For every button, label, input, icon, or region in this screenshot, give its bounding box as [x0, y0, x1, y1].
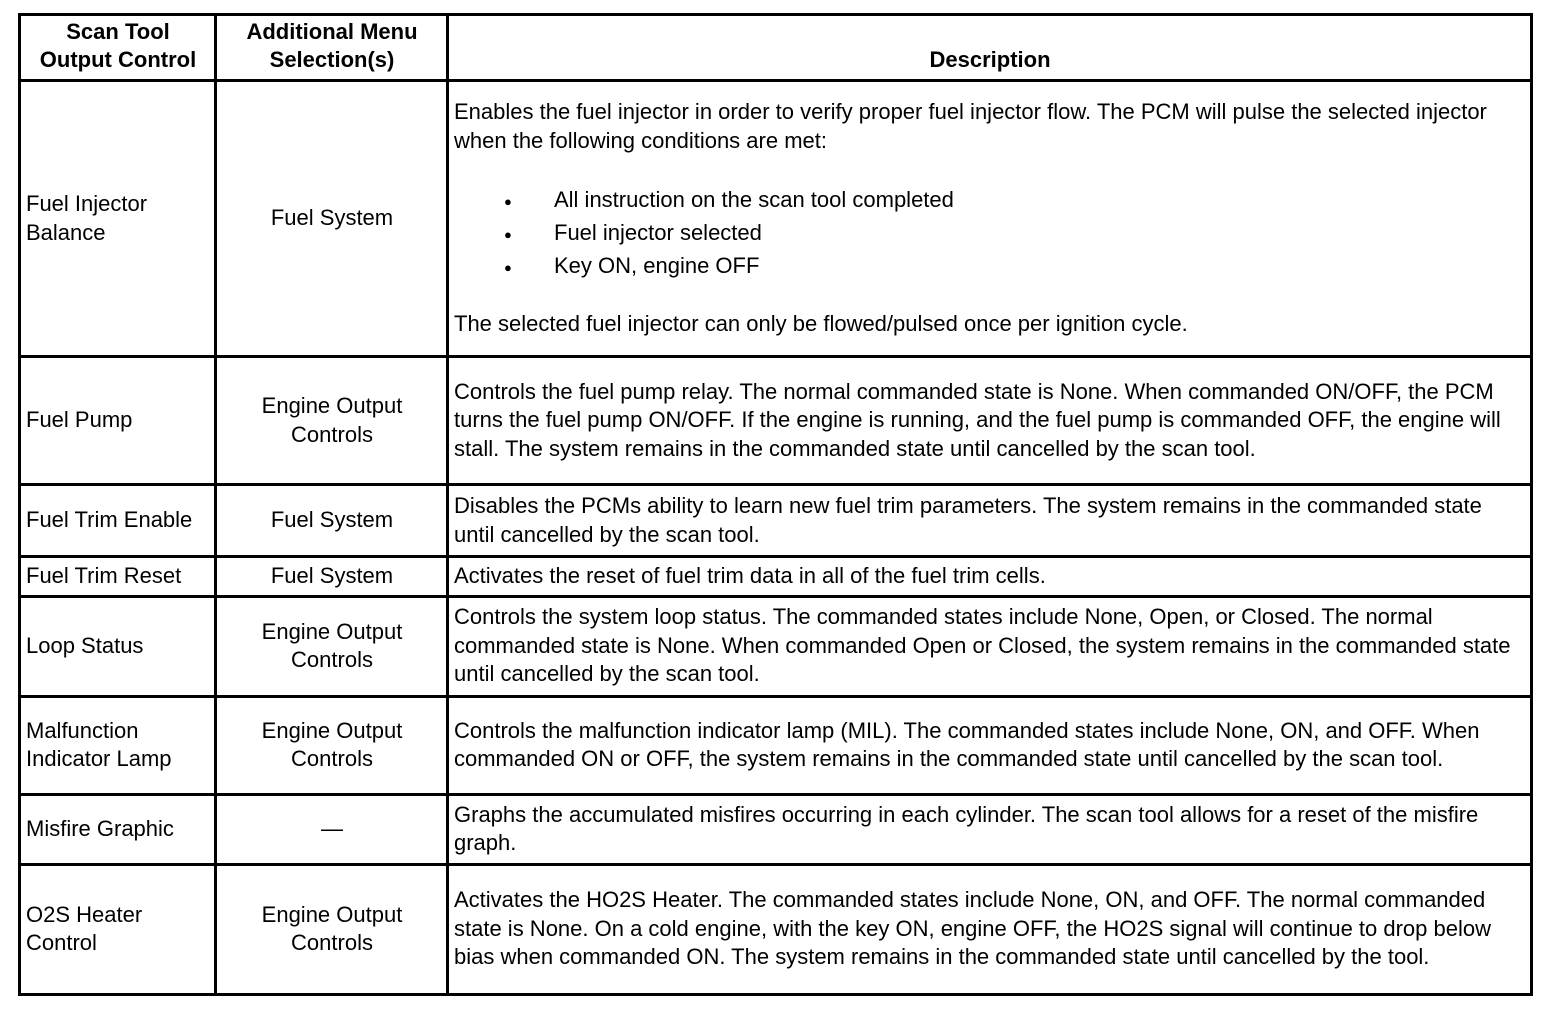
header-line: Scan Tool	[66, 18, 170, 44]
bullet-icon: ●	[504, 260, 512, 276]
header-line: Additional Menu	[246, 18, 418, 44]
description-text: Controls the fuel pump relay. The normal…	[454, 378, 1501, 461]
control-cell: Loop Status	[18, 594, 217, 698]
description-cell: Activates the HO2S Heater. The commanded…	[446, 862, 1533, 996]
table-row: Misfire Graphic — Graphs the accumulated…	[18, 792, 1533, 866]
description-text: Controls the system loop status. The com…	[454, 604, 1511, 687]
description-cell: Disables the PCMs ability to learn new f…	[446, 483, 1533, 558]
bullet-icon: ●	[504, 227, 512, 243]
control-cell: Fuel Pump	[18, 355, 217, 486]
table-row: Fuel Trim Reset Fuel System Activates th…	[18, 555, 1533, 598]
description-cell: Controls the system loop status. The com…	[446, 594, 1533, 698]
control-cell: O2S Heater Control	[18, 862, 217, 996]
table-row: Loop Status Engine Output Controls Contr…	[18, 594, 1533, 698]
scan-tool-output-controls-table: Scan Tool Output Control Additional Menu S…	[18, 13, 1533, 996]
header-line: Selection(s)	[269, 47, 395, 73]
table-row: O2S Heater Control Engine Output Control…	[18, 862, 1533, 996]
description-text: Enables the fuel injector in order to ve…	[454, 99, 1487, 153]
menu-cell: Fuel System	[214, 79, 449, 358]
description-cell: Enables the fuel injector in order to ve…	[446, 79, 1533, 358]
control-cell: Misfire Graphic	[18, 792, 217, 866]
list-item: ● Key ON, engine OFF	[454, 249, 1526, 282]
table-row: Fuel Injector Balance Fuel System Enable…	[18, 79, 1533, 358]
bullet-icon: ●	[504, 194, 512, 210]
list-item: ● Fuel injector selected	[454, 216, 1526, 249]
description-cell: Graphs the accumulated misfires occurrin…	[446, 792, 1533, 866]
menu-cell: —	[214, 792, 449, 866]
control-cell: Fuel Trim Enable	[18, 483, 217, 558]
table-row: Malfunction Indicator Lamp Engine Output…	[18, 694, 1533, 796]
description-text: Disables the PCMs ability to learn new f…	[454, 492, 1482, 547]
description-text: Graphs the accumulated misfires occurrin…	[454, 801, 1479, 856]
menu-cell: Engine Output Controls	[214, 694, 449, 796]
description-cell: Controls the fuel pump relay. The normal…	[446, 355, 1533, 486]
control-cell: Fuel Trim Reset	[18, 555, 217, 598]
description-cell: Activates the reset of fuel trim data in…	[446, 555, 1533, 598]
menu-cell: Fuel System	[214, 483, 449, 558]
header-row: Scan Tool Output Control Additional Menu S…	[18, 13, 1533, 82]
list-item-text: Key ON, engine OFF	[554, 253, 760, 279]
description-text: Controls the malfunction indicator lamp …	[454, 717, 1480, 772]
description-text: Activates the reset of fuel trim data in…	[454, 563, 1046, 588]
menu-cell: Engine Output Controls	[214, 355, 449, 486]
header-description: Description	[446, 13, 1533, 82]
control-cell: Malfunction Indicator Lamp	[18, 694, 217, 796]
conditions-list: ● All instruction on the scan tool comple…	[454, 183, 1526, 282]
menu-cell: Fuel System	[214, 555, 449, 598]
control-cell: Fuel Injector Balance	[18, 79, 217, 358]
description-note: The selected fuel injector can only be f…	[454, 311, 1188, 337]
description-text: Activates the HO2S Heater. The commanded…	[454, 887, 1491, 970]
header-line: Output Control	[39, 47, 197, 73]
header-scan-tool-output-control: Scan Tool Output Control	[18, 13, 217, 82]
menu-cell: Engine Output Controls	[214, 594, 449, 698]
list-item: ● All instruction on the scan tool comple…	[454, 183, 1526, 216]
description-cell: Controls the malfunction indicator lamp …	[446, 694, 1533, 796]
menu-cell: Engine Output Controls	[214, 862, 449, 996]
list-item-text: Fuel injector selected	[554, 220, 762, 246]
table-row: Fuel Pump Engine Output Controls Control…	[18, 355, 1533, 486]
header-additional-menu-selections: Additional Menu Selection(s)	[214, 13, 449, 82]
table-row: Fuel Trim Enable Fuel System Disables th…	[18, 483, 1533, 558]
list-item-text: All instruction on the scan tool complet…	[554, 187, 954, 213]
